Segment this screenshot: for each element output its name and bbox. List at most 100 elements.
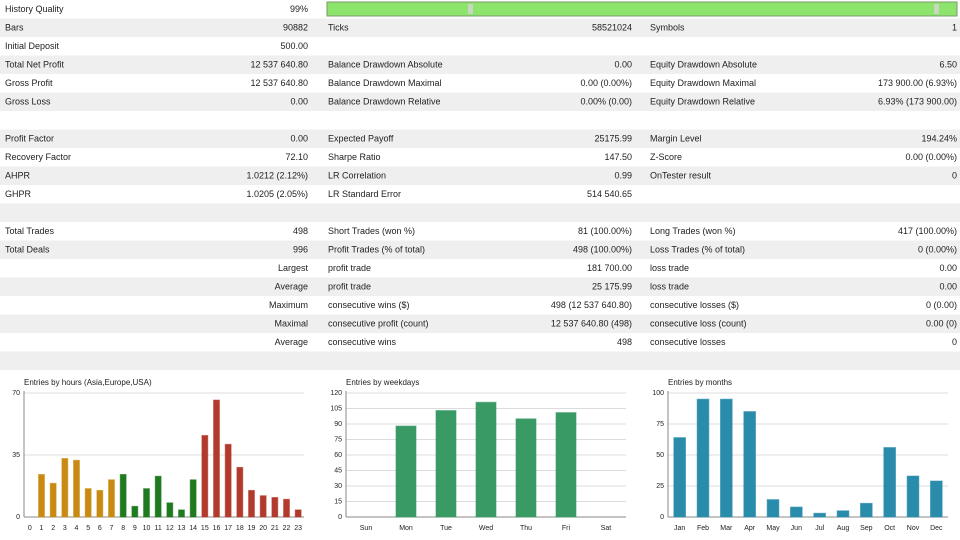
x-tick-label: 17 [224,525,232,532]
x-tick-label: 12 [166,525,174,532]
cell-value: 0.00 (0.00%) [905,152,957,162]
cell-value: 514 540.65 [587,189,632,199]
cell-value: 996 [293,245,308,255]
y-tick-label: 105 [330,405,342,412]
cell-value: 1.0205 (2.05%) [246,189,308,199]
chart-title: Entries by weekdays [346,378,419,387]
x-tick-label: 16 [213,525,221,532]
x-tick-label: 10 [143,525,151,532]
cell-label: Maximal [274,319,308,329]
cell-label: Profit Trades (% of total) [328,245,425,255]
table: History Quality 99% Bars 90882 Ticks 58521024… [0,4,960,370]
cell-value: 1 [952,23,957,33]
bar [259,495,267,518]
cell-label: LR Standard Error [328,189,401,199]
cell-label: loss trade [650,282,689,292]
cell-value: 0.00 (0.00%) [580,78,632,88]
row-bg [0,314,960,333]
row-bg [0,203,960,222]
bar [930,480,943,518]
cell-label: Profit Factor [5,134,54,144]
row-bg [0,351,960,370]
x-tick-label: 2 [51,525,55,532]
cell-value: 181 700.00 [587,263,632,273]
bar [790,506,803,518]
cell-value: 0 [952,337,957,347]
cell-value: 12 537 640.80 (498) [551,319,632,329]
row-bg [0,166,960,185]
bar [696,398,710,518]
cell-value: 58521024 [592,23,632,33]
bar [73,459,80,518]
bar [166,502,174,518]
x-tick-label: May [766,525,780,532]
cell-label: Symbols [650,23,685,33]
bar [271,497,279,518]
x-tick-label: Aug [837,525,850,532]
bar [108,479,115,518]
x-tick-label: Mon [399,525,413,532]
cell-label: loss trade [650,263,689,273]
cell-label: OnTester result [650,171,712,181]
bar [131,505,139,518]
quality-bar [326,1,958,17]
bar [49,482,57,518]
bar [38,473,45,518]
y-tick-label: 75 [656,421,664,428]
cell-value: 498 [617,337,632,347]
x-tick-label: Apr [744,525,756,532]
row-bg [0,129,960,148]
bar [96,489,104,518]
cell-value: 12 537 640.80 [250,60,308,70]
y-tick-label: 25 [656,483,664,490]
cell-value: 0.00 [614,60,632,70]
cell-value: 81 (100.00%) [578,226,632,236]
cell-label: LR Correlation [328,171,386,181]
cell-label: Gross Loss [5,97,51,107]
cell-label: Z-Score [650,152,682,162]
bar [236,466,244,518]
cell-value: 417 (100.00%) [898,226,957,236]
cell-label: Gross Profit [5,78,53,88]
cell-label: Average [275,337,308,347]
y-tick-label: 30 [334,483,342,490]
y-tick-label: 70 [12,390,20,397]
x-tick-label: Jul [815,525,824,532]
bar [766,499,780,518]
bar [294,509,302,518]
cell-value: 99% [290,4,308,14]
bar [720,398,733,518]
cell-label: GHPR [5,189,32,199]
cell-value: 173 900.00 (6.93%) [878,78,957,88]
bar-thumb [934,4,939,14]
x-tick-label: Oct [884,525,895,532]
bar [84,488,92,518]
row-bg [0,92,960,111]
bar [836,510,850,518]
bar [395,425,417,518]
cell-label: consecutive wins ($) [328,300,410,310]
cell-label: Sharpe Ratio [328,152,381,162]
x-tick-label: 4 [75,525,79,532]
cell-value: 0 [952,171,957,181]
cell-value: 1.0212 (2.12%) [246,171,308,181]
y-tick-label: 50 [656,452,664,459]
cell-label: Balance Drawdown Absolute [328,60,443,70]
cell-value: 12 537 640.80 [250,78,308,88]
bar [860,502,873,518]
cell-label: Equity Drawdown Relative [650,97,755,107]
cell-value: 147.50 [604,152,632,162]
bar [143,488,150,518]
y-tick-label: 45 [334,467,342,474]
y-tick-label: 0 [660,514,664,521]
cell-label: History Quality [5,4,64,14]
y-tick-label: 0 [16,514,20,521]
cell-label: Short Trades (won %) [328,226,415,236]
bar [813,512,826,518]
x-tick-label: 0 [28,525,32,532]
bar [248,489,255,518]
bar [189,479,197,518]
x-tick-label: 23 [294,525,302,532]
chart-title: Entries by months [668,378,732,387]
